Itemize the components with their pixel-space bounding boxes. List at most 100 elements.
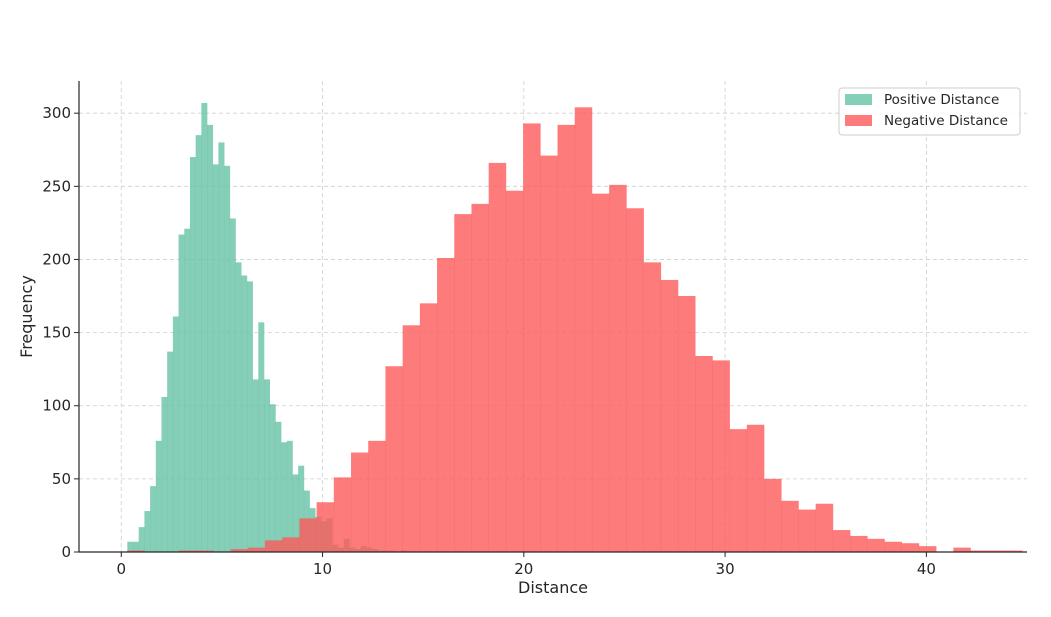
y-tick-label: 50 — [52, 470, 71, 488]
series-negative — [127, 107, 1023, 553]
histogram-bar — [437, 257, 455, 552]
histogram-bar — [201, 102, 208, 553]
histogram-bar — [626, 208, 644, 553]
histogram-bar — [184, 228, 191, 552]
histogram-bar — [574, 107, 593, 552]
histogram-bar — [867, 538, 885, 552]
histogram-bar — [832, 530, 851, 552]
histogram-bar — [264, 540, 283, 552]
y-tick-label: 150 — [42, 324, 71, 342]
histogram-bar — [746, 424, 765, 552]
histogram-bar — [333, 477, 352, 552]
histogram-bar — [144, 511, 151, 552]
histogram-bar — [133, 541, 139, 552]
histogram-bar — [798, 509, 816, 552]
histogram-bar — [953, 547, 971, 552]
y-tick-label: 200 — [42, 250, 71, 268]
histogram-bar — [505, 190, 524, 553]
histogram-bar — [235, 262, 242, 552]
legend-swatch — [845, 115, 872, 126]
histogram-bar — [292, 474, 299, 552]
x-tick-label: 0 — [116, 560, 126, 578]
histogram-bar — [970, 550, 989, 552]
histogram-bar — [155, 440, 162, 552]
histogram-bar — [781, 500, 799, 552]
histogram-bar — [884, 541, 903, 552]
histogram-bar — [591, 193, 610, 552]
histogram-bar — [282, 537, 300, 552]
histogram-bar — [850, 535, 868, 552]
legend: Positive Distance Negative Distance — [838, 87, 1021, 136]
histogram-bar — [815, 503, 834, 552]
histogram-bar — [557, 124, 576, 552]
histogram-bar — [402, 325, 421, 552]
histogram-bar — [286, 440, 293, 552]
histogram-bars — [127, 102, 1023, 553]
histogram-bar — [471, 203, 489, 552]
histogram-bar — [212, 164, 219, 552]
histogram-bar — [195, 135, 202, 552]
histogram-bar — [229, 218, 236, 552]
histogram-bar — [987, 550, 1006, 552]
x-tick-label: 10 — [313, 560, 332, 578]
histogram-bar — [454, 214, 472, 552]
histogram-bar — [224, 165, 231, 553]
histogram-bar — [918, 546, 937, 552]
y-tick-label: 100 — [42, 397, 71, 415]
histogram-bar — [275, 421, 282, 552]
y-axis-title: Frequency — [17, 275, 36, 358]
histogram-bar — [523, 123, 541, 553]
histogram-bar — [230, 549, 249, 552]
histogram-bar — [316, 502, 335, 552]
histogram-bar — [677, 296, 696, 552]
histogram-bar — [901, 543, 920, 552]
histogram-bar — [419, 303, 438, 552]
axes — [78, 81, 1027, 553]
histogram-bar — [247, 547, 266, 552]
histogram-bar — [172, 316, 179, 552]
histogram-bar — [178, 234, 185, 552]
histogram-bar — [764, 478, 782, 552]
x-tick-label: 40 — [917, 560, 936, 578]
histogram-bar — [161, 396, 168, 552]
histogram-bar — [609, 184, 627, 552]
histogram-bar — [385, 366, 403, 552]
y-tick-label: 0 — [61, 543, 71, 561]
histogram-bar — [138, 527, 145, 552]
histogram-bar — [189, 157, 196, 552]
histogram-bar — [246, 281, 253, 552]
histogram-bar — [167, 351, 174, 552]
histogram-bar — [281, 442, 288, 552]
histogram-bar — [368, 440, 386, 552]
histogram-bar — [643, 262, 662, 552]
histogram-bar — [207, 124, 214, 552]
x-tick-label: 30 — [716, 560, 735, 578]
histogram-bar — [712, 360, 730, 552]
x-axis-title: Distance — [518, 578, 588, 597]
histogram-bar — [540, 155, 558, 553]
x-tick-label: 20 — [514, 560, 533, 578]
legend-box — [838, 87, 1021, 136]
histogram-bar — [298, 465, 305, 552]
histogram-bar — [218, 142, 225, 552]
legend-label: Positive Distance — [884, 92, 999, 108]
histogram-bar — [351, 452, 369, 552]
histogram-bar — [252, 379, 259, 552]
histogram-bar — [258, 322, 265, 552]
y-tick-label: 300 — [42, 104, 71, 122]
legend-label: Negative Distance — [884, 113, 1008, 129]
histogram-bar — [241, 275, 248, 552]
histogram-bar — [1004, 550, 1023, 552]
histogram-bar — [127, 541, 134, 552]
legend-swatch — [845, 94, 872, 105]
histogram-bar — [127, 550, 145, 552]
histogram-bar — [178, 550, 197, 552]
histogram-bar — [269, 404, 276, 552]
histogram-bar — [299, 518, 317, 552]
histogram-bar — [660, 279, 679, 552]
histogram-bar — [196, 550, 214, 552]
histogram-bar — [729, 429, 748, 552]
histogram-bar — [150, 486, 157, 552]
histogram-bar — [264, 379, 271, 552]
